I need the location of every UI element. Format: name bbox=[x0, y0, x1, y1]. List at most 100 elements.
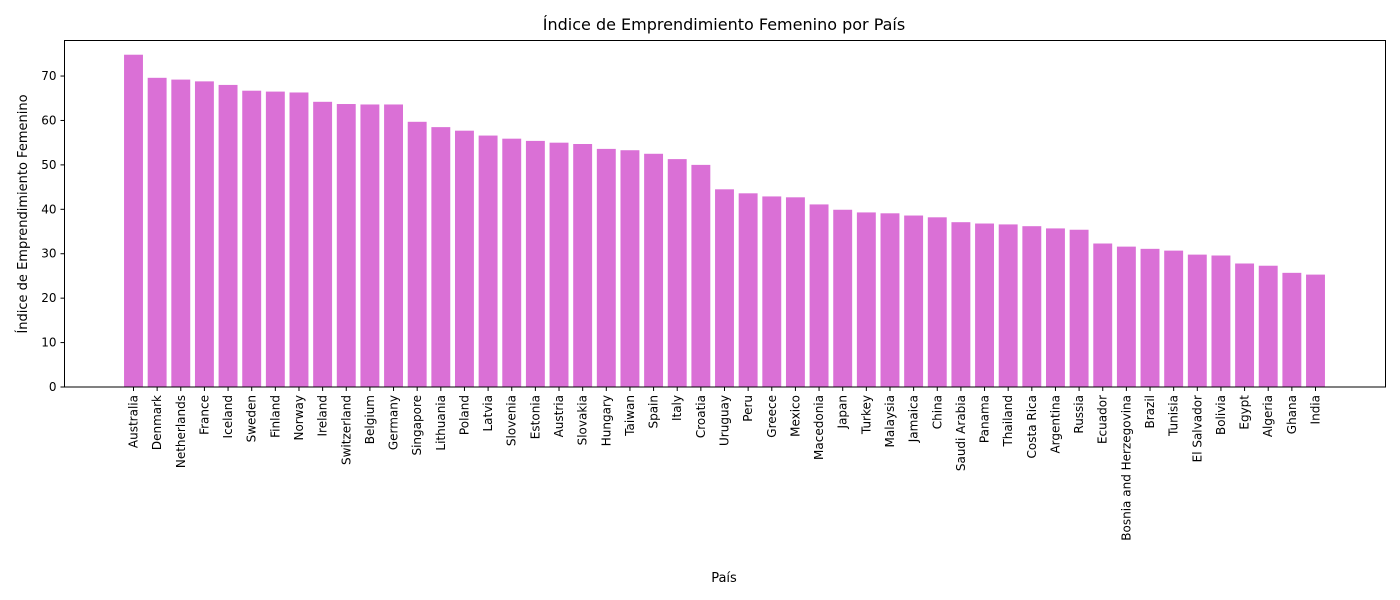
bar-finland bbox=[265, 91, 285, 387]
bar-hungary bbox=[596, 148, 616, 387]
x-tick-label: Ghana bbox=[1285, 395, 1299, 434]
x-tick-label: Netherlands bbox=[174, 395, 188, 468]
x-tick-label: Lithuania bbox=[434, 395, 448, 451]
bar-switzerland bbox=[336, 104, 356, 388]
bar-argentina bbox=[1046, 228, 1065, 387]
x-tick-label: El Salvador bbox=[1190, 395, 1204, 462]
plot-frame bbox=[64, 40, 1386, 388]
x-tick-label: Tunisia bbox=[1167, 395, 1181, 437]
chart-title: Índice de Emprendimiento Femenino por Pa… bbox=[543, 15, 905, 34]
bar-iceland bbox=[218, 84, 238, 387]
y-tick-label: 0 bbox=[49, 380, 57, 394]
x-tick-label: Panama bbox=[978, 395, 992, 443]
y-tick-label: 40 bbox=[41, 202, 56, 216]
x-tick-label: Austria bbox=[552, 395, 566, 437]
bar-ghana bbox=[1282, 272, 1302, 387]
x-tick-label: Greece bbox=[765, 395, 779, 438]
x-tick-label: Singapore bbox=[410, 395, 424, 456]
y-tick-label: 20 bbox=[41, 291, 56, 305]
x-tick-label: Thailand bbox=[1001, 395, 1015, 448]
x-tick-label: Ireland bbox=[316, 395, 330, 437]
x-tick-label: Turkey bbox=[859, 395, 873, 435]
bar-el-salvador bbox=[1187, 254, 1207, 387]
bar-norway bbox=[289, 92, 309, 387]
x-tick-label: Brazil bbox=[1143, 395, 1157, 429]
x-tick-label: Macedonia bbox=[812, 395, 826, 460]
bar-singapore bbox=[407, 121, 427, 388]
x-tick-label: Japan bbox=[836, 395, 850, 429]
bar-ireland bbox=[313, 101, 333, 388]
bar-malaysia bbox=[880, 213, 900, 387]
x-tick-label: Costa Rica bbox=[1025, 395, 1039, 458]
bar-spain bbox=[644, 153, 664, 387]
bar-china bbox=[927, 217, 947, 387]
bar-bosnia-and-herzegovina bbox=[1116, 246, 1136, 387]
bar-taiwan bbox=[620, 150, 640, 387]
y-tick-label: 10 bbox=[41, 336, 56, 350]
x-tick-label: Algeria bbox=[1261, 395, 1275, 437]
bar-turkey bbox=[856, 212, 876, 387]
x-tick-label: Italy bbox=[670, 395, 684, 421]
bar-saudi-arabia bbox=[951, 222, 971, 387]
bar-brazil bbox=[1140, 248, 1160, 387]
bar-india bbox=[1306, 274, 1325, 387]
x-axis-label: País bbox=[711, 571, 737, 586]
y-axis-label: Índice de Emprendimiento Femenino bbox=[15, 94, 31, 333]
bar-poland bbox=[455, 130, 474, 388]
x-tick-label: Switzerland bbox=[339, 395, 353, 465]
bar-uruguay bbox=[715, 189, 734, 387]
x-tick-label: Bosnia and Herzegovina bbox=[1119, 395, 1133, 541]
x-tick-label: Latvia bbox=[481, 395, 495, 432]
x-tick-label: Jamaica bbox=[907, 395, 921, 443]
x-tick-label: Iceland bbox=[221, 395, 235, 438]
x-tick-label: Slovenia bbox=[505, 395, 519, 446]
bar-macedonia bbox=[809, 204, 829, 387]
x-tick-label: Spain bbox=[647, 395, 661, 429]
bar-australia bbox=[124, 54, 143, 387]
bar-austria bbox=[549, 142, 569, 387]
bar-netherlands bbox=[171, 79, 191, 387]
x-tick-label: Taiwan bbox=[623, 395, 637, 437]
x-tick-label: Saudi Arabia bbox=[954, 395, 968, 471]
bar-russia bbox=[1069, 229, 1089, 387]
bar-slovenia bbox=[502, 138, 522, 387]
bars-group bbox=[124, 54, 1325, 388]
x-tick-label: Malaysia bbox=[883, 395, 897, 447]
y-tick-label: 70 bbox=[41, 69, 56, 83]
bar-costa-rica bbox=[1022, 226, 1042, 387]
x-tick-label: Argentina bbox=[1048, 395, 1062, 454]
x-tick-label: Denmark bbox=[150, 395, 164, 450]
bar-tunisia bbox=[1164, 250, 1184, 387]
x-tick-label: France bbox=[197, 395, 211, 435]
bar-ecuador bbox=[1093, 243, 1113, 387]
y-tick-label: 50 bbox=[41, 158, 56, 172]
x-tick-label: Finland bbox=[268, 395, 282, 438]
bar-denmark bbox=[147, 77, 167, 388]
bar-algeria bbox=[1258, 265, 1278, 387]
bar-bolivia bbox=[1211, 255, 1231, 387]
bar-latvia bbox=[478, 135, 498, 387]
bar-jamaica bbox=[904, 215, 924, 387]
bar-belgium bbox=[360, 104, 380, 387]
x-tick-label: Australia bbox=[127, 395, 141, 448]
x-tick-label: Ecuador bbox=[1096, 395, 1110, 444]
bar-lithuania bbox=[431, 127, 451, 387]
bar-egypt bbox=[1235, 263, 1255, 387]
x-tick-label: Bolivia bbox=[1214, 395, 1228, 435]
bar-mexico bbox=[785, 197, 805, 387]
x-tick-label: India bbox=[1309, 395, 1323, 424]
bar-peru bbox=[738, 193, 758, 387]
x-axis-ticks: Australia Denmark Netherlands France Iceland… bbox=[127, 387, 1323, 541]
bar-sweden bbox=[242, 90, 262, 388]
x-tick-label: Uruguay bbox=[718, 395, 732, 446]
x-tick-label: Russia bbox=[1072, 395, 1086, 434]
x-tick-label: Sweden bbox=[245, 395, 259, 442]
x-tick-label: Slovakia bbox=[576, 395, 590, 445]
bar-slovakia bbox=[573, 144, 593, 387]
bar-panama bbox=[975, 223, 994, 387]
bar-france bbox=[194, 81, 214, 387]
x-tick-label: Peru bbox=[741, 395, 755, 422]
y-tick-label: 30 bbox=[41, 247, 56, 261]
bar-germany bbox=[384, 104, 403, 387]
x-tick-label: Norway bbox=[292, 395, 306, 441]
